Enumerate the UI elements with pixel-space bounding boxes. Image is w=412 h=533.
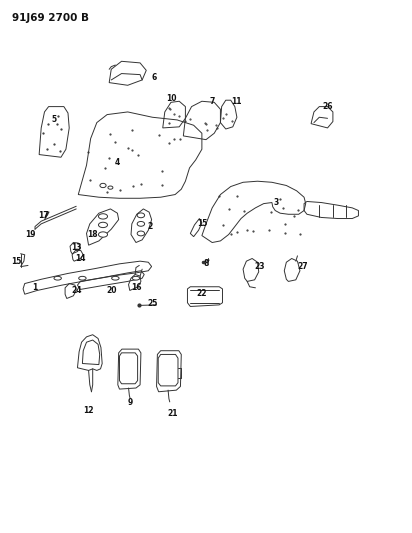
Text: 23: 23 bbox=[254, 262, 265, 271]
Text: 16: 16 bbox=[131, 284, 141, 292]
Ellipse shape bbox=[54, 276, 61, 280]
Text: 1: 1 bbox=[33, 284, 37, 292]
Text: 18: 18 bbox=[87, 230, 98, 239]
Text: 15: 15 bbox=[197, 220, 207, 228]
Ellipse shape bbox=[98, 214, 108, 219]
Ellipse shape bbox=[79, 276, 86, 280]
Text: 20: 20 bbox=[106, 286, 117, 295]
Text: 24: 24 bbox=[71, 286, 82, 295]
Text: 6: 6 bbox=[152, 73, 157, 82]
Ellipse shape bbox=[98, 222, 108, 228]
Ellipse shape bbox=[137, 231, 145, 236]
Text: 3: 3 bbox=[274, 198, 279, 207]
Text: 2: 2 bbox=[148, 222, 153, 231]
Text: 27: 27 bbox=[297, 262, 308, 271]
Ellipse shape bbox=[132, 276, 140, 280]
Text: 26: 26 bbox=[322, 102, 333, 111]
Text: 9: 9 bbox=[127, 398, 132, 407]
Ellipse shape bbox=[137, 222, 145, 227]
Ellipse shape bbox=[112, 276, 119, 280]
Text: 22: 22 bbox=[197, 289, 207, 297]
Ellipse shape bbox=[98, 232, 108, 237]
Text: 25: 25 bbox=[147, 300, 158, 308]
Text: 91J69 2700 B: 91J69 2700 B bbox=[12, 13, 89, 23]
Text: 17: 17 bbox=[38, 212, 49, 220]
Text: 10: 10 bbox=[166, 94, 176, 103]
Text: 12: 12 bbox=[83, 406, 94, 415]
Text: 15: 15 bbox=[11, 257, 22, 265]
Text: 5: 5 bbox=[51, 116, 56, 124]
Text: 7: 7 bbox=[209, 97, 215, 106]
Text: 21: 21 bbox=[168, 409, 178, 417]
Text: 4: 4 bbox=[115, 158, 120, 167]
Text: 13: 13 bbox=[71, 244, 82, 252]
Ellipse shape bbox=[137, 213, 145, 217]
Text: 8: 8 bbox=[203, 260, 209, 268]
Text: 11: 11 bbox=[232, 97, 242, 106]
Text: 14: 14 bbox=[75, 254, 86, 263]
Text: 19: 19 bbox=[26, 230, 36, 239]
